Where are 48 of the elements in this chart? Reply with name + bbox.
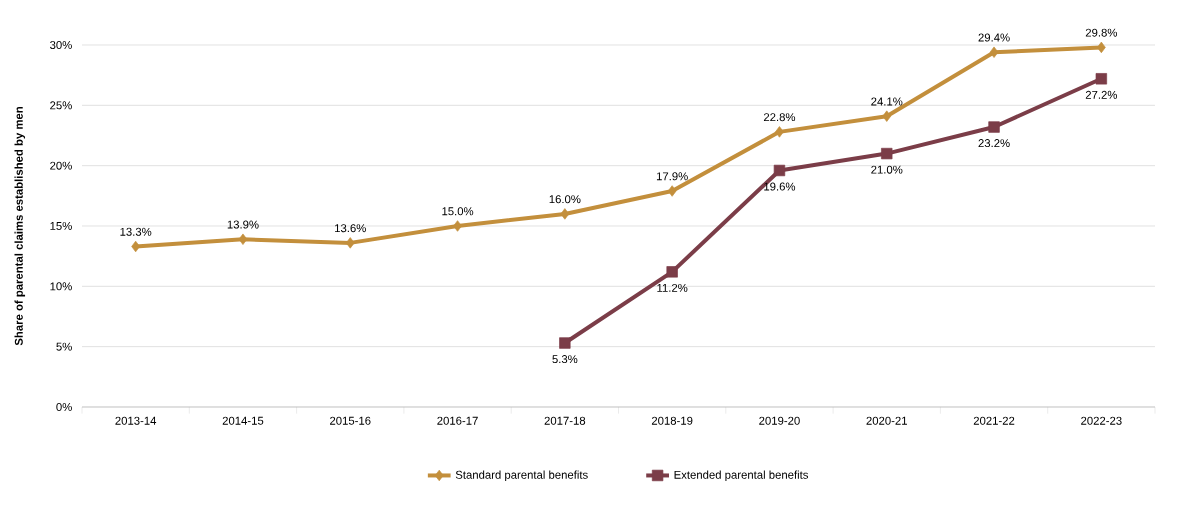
data-label: 13.6%	[335, 224, 366, 233]
data-label: 13.3%	[120, 227, 152, 236]
x-tick-label: 2020-21	[866, 416, 907, 425]
data-label: 11.2%	[657, 283, 688, 292]
point	[667, 185, 677, 197]
x-tick-label: 2022-23	[1081, 416, 1122, 425]
legend-label: Extended parental benefits	[674, 470, 809, 482]
y-tick-label: 10%	[50, 282, 72, 291]
point	[559, 337, 571, 349]
x-tick-label: 2017-18	[544, 416, 586, 425]
y-tick-label: 0%	[56, 402, 72, 411]
x-tick-label: 2016-17	[437, 416, 478, 425]
data-label: 24.1%	[871, 97, 903, 106]
x-tick-label: 2013-14	[115, 416, 157, 425]
point	[775, 126, 784, 138]
data-label: 21.0%	[871, 165, 903, 174]
y-axis-title: Share of parental claims established by men	[14, 107, 26, 346]
data-label: 5.3%	[552, 355, 578, 364]
x-tick-label: 2019-20	[759, 416, 800, 425]
point	[560, 208, 570, 220]
data-label: 27.2%	[1085, 90, 1118, 99]
point	[882, 110, 892, 122]
x-tick-label: 2018-19	[651, 416, 693, 425]
point	[1095, 73, 1108, 85]
y-tick-label: 20%	[50, 161, 72, 170]
point	[238, 233, 248, 245]
data-label: 22.8%	[763, 113, 796, 122]
y-tick-label: 30%	[50, 40, 72, 49]
data-label: 16.0%	[549, 195, 581, 204]
y-tick-label: 25%	[50, 101, 72, 110]
data-label: 15.0%	[442, 207, 474, 216]
data-label: 29.4%	[978, 33, 1010, 42]
point	[881, 147, 893, 160]
x-tick-label: 2015-16	[330, 416, 371, 425]
data-label: 13.9%	[227, 220, 259, 229]
point	[988, 121, 1000, 133]
legend-label: Standard parental benefits	[455, 470, 588, 482]
point	[666, 266, 678, 278]
y-tick-label: 15%	[50, 222, 72, 230]
x-tick-label: 2021-22	[973, 416, 1015, 425]
data-label: 17.9%	[656, 172, 688, 181]
data-label: 19.6%	[764, 182, 796, 191]
x-tick-label: 2014-15	[222, 416, 264, 425]
y-tick-label: 5%	[56, 342, 72, 351]
data-label: 29.8%	[1085, 28, 1118, 37]
point	[773, 164, 786, 177]
point	[453, 220, 462, 232]
data-label: 23.2%	[978, 139, 1010, 148]
